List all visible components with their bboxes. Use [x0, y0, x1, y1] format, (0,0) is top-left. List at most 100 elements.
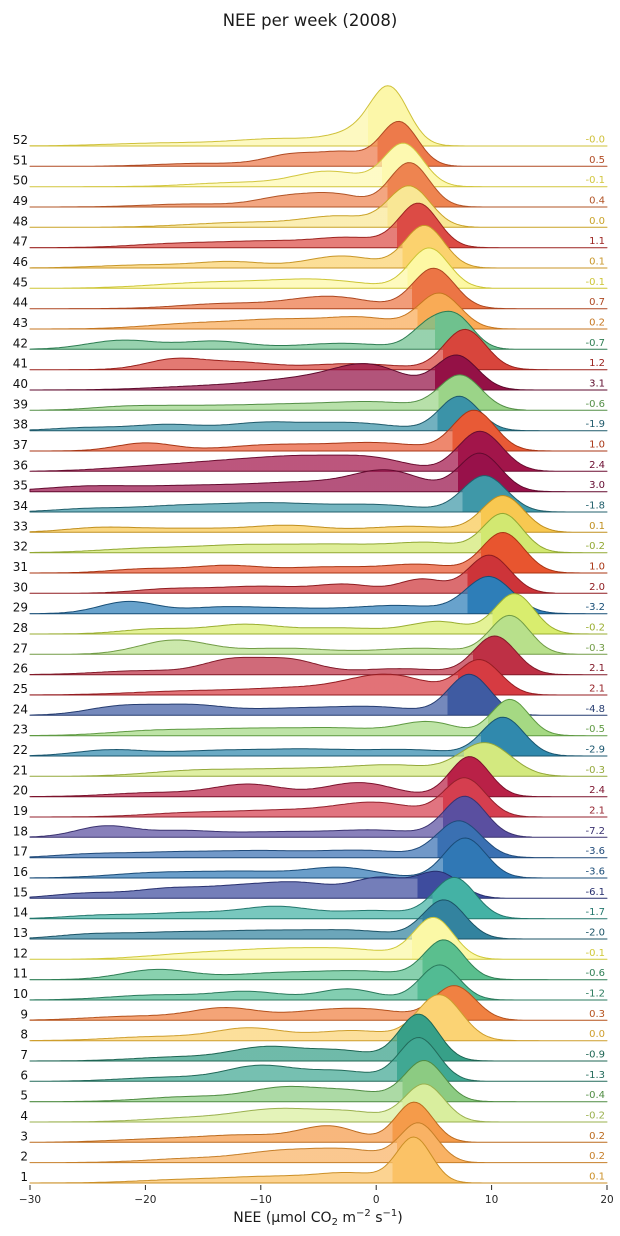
week-label-23: 23	[13, 723, 28, 737]
mean-value-week-51: 0.5	[589, 155, 605, 166]
mean-value-week-15: -6.1	[585, 887, 605, 898]
week-label-46: 46	[13, 255, 28, 269]
ridge-week-9	[29, 985, 608, 1021]
mean-value-week-40: 3.1	[589, 379, 605, 390]
ridge-curves	[29, 85, 608, 1184]
mean-value-week-23: -0.5	[585, 724, 605, 735]
ridge-week-23	[29, 698, 608, 737]
mean-value-week-33: 0.1	[589, 521, 605, 532]
week-label-39: 39	[13, 397, 28, 411]
mean-value-week-19: 2.1	[589, 806, 605, 817]
ridge-week-12	[29, 916, 608, 960]
mean-value-week-29: -3.2	[585, 602, 605, 613]
week-label-5: 5	[20, 1089, 28, 1103]
week-label-11: 11	[13, 967, 28, 981]
week-label-12: 12	[13, 946, 28, 960]
mean-value-week-26: 2.1	[589, 663, 605, 674]
mean-value-week-22: -2.9	[585, 745, 605, 756]
ridge-week-50	[29, 142, 608, 188]
x-tick-label: −10	[250, 1194, 272, 1206]
ridge-week-28	[29, 593, 608, 635]
mean-value-week-28: -0.2	[585, 623, 605, 634]
mean-value-week-5: -0.4	[585, 1090, 605, 1101]
mean-value-week-43: 0.2	[589, 318, 605, 329]
week-label-24: 24	[13, 702, 28, 716]
mean-value-week-11: -0.6	[585, 968, 605, 979]
mean-value-week-4: -0.2	[585, 1111, 605, 1122]
ridge-week-6	[29, 1037, 608, 1082]
mean-value-week-52: -0.0	[585, 135, 605, 146]
ridge-week-51	[29, 120, 608, 167]
week-label-26: 26	[13, 662, 28, 676]
ridge-week-26	[29, 635, 608, 676]
week-label-52: 52	[13, 133, 28, 147]
mean-value-week-24: -4.8	[585, 704, 605, 715]
mean-value-week-45: -0.1	[585, 277, 605, 288]
ridge-week-46	[29, 224, 608, 269]
chart-title: NEE per week (2008)	[223, 11, 398, 30]
ridge-week-19	[29, 777, 608, 818]
week-label-8: 8	[20, 1028, 28, 1042]
mean-value-week-38: -1.9	[585, 419, 605, 430]
ridge-week-27	[29, 614, 608, 655]
mean-value-week-25: 2.1	[589, 684, 605, 695]
ridge-week-52	[29, 85, 608, 147]
week-label-6: 6	[20, 1068, 28, 1082]
mean-value-week-14: -1.7	[585, 907, 605, 918]
week-label-18: 18	[13, 824, 28, 838]
week-label-7: 7	[20, 1048, 28, 1062]
ridge-week-42	[29, 310, 608, 350]
week-label-4: 4	[20, 1109, 28, 1123]
week-label-17: 17	[13, 845, 28, 859]
mean-value-week-44: 0.7	[589, 297, 605, 308]
ridge-week-36	[29, 430, 608, 472]
ridge-week-14	[29, 876, 608, 920]
ridge-week-40	[29, 354, 608, 391]
x-axis: −30 −20 −10 0 10 20	[19, 1185, 614, 1206]
week-label-27: 27	[13, 641, 28, 655]
week-label-40: 40	[13, 377, 28, 391]
mean-value-week-13: -2.0	[585, 928, 605, 939]
mean-value-week-42: -0.7	[585, 338, 605, 349]
week-label-47: 47	[13, 235, 28, 249]
week-label-42: 42	[13, 336, 28, 350]
week-label-19: 19	[13, 804, 28, 818]
week-label-41: 41	[13, 357, 28, 371]
mean-value-week-10: -1.2	[585, 989, 605, 1000]
week-axis-labels: 5251504948474645444342414039383736353433…	[13, 133, 28, 1184]
mean-value-week-37: 1.0	[589, 440, 605, 451]
mean-value-week-49: 0.4	[589, 196, 605, 207]
week-label-36: 36	[13, 458, 28, 472]
week-label-14: 14	[13, 906, 28, 920]
x-tick-label: 0	[373, 1194, 380, 1206]
week-label-1: 1	[20, 1170, 28, 1184]
week-label-22: 22	[13, 743, 28, 757]
week-label-15: 15	[13, 885, 28, 899]
ridge-week-2	[29, 1122, 608, 1164]
week-label-16: 16	[13, 865, 28, 879]
mean-value-week-39: -0.6	[585, 399, 605, 410]
mean-value-week-34: -1.8	[585, 501, 605, 512]
ridge-week-47	[29, 202, 608, 249]
ridge-week-49	[29, 162, 608, 208]
mean-value-week-16: -3.6	[585, 867, 605, 878]
ridge-week-33	[29, 495, 608, 533]
mean-value-week-50: -0.1	[585, 175, 605, 186]
x-tick-label: 20	[600, 1194, 613, 1206]
ridge-week-8	[29, 994, 608, 1042]
week-label-3: 3	[20, 1129, 28, 1143]
ridge-week-35	[29, 452, 608, 493]
week-label-51: 51	[13, 153, 28, 167]
week-label-44: 44	[13, 296, 28, 310]
ridge-week-11	[29, 939, 608, 981]
mean-value-week-20: 2.4	[589, 785, 605, 796]
ridge-week-48	[29, 185, 608, 228]
x-tick-label: −30	[19, 1194, 41, 1206]
week-label-38: 38	[13, 418, 28, 432]
week-label-33: 33	[13, 519, 28, 533]
mean-value-labels: -0.0 0.5 -0.1 0.4 0.0 1.1 0.1 -0.1 0.7 0.2 -0.7 1.2…	[585, 135, 605, 1183]
mean-value-week-27: -0.3	[585, 643, 605, 654]
mean-value-week-17: -3.6	[585, 846, 605, 857]
week-label-13: 13	[13, 926, 28, 940]
